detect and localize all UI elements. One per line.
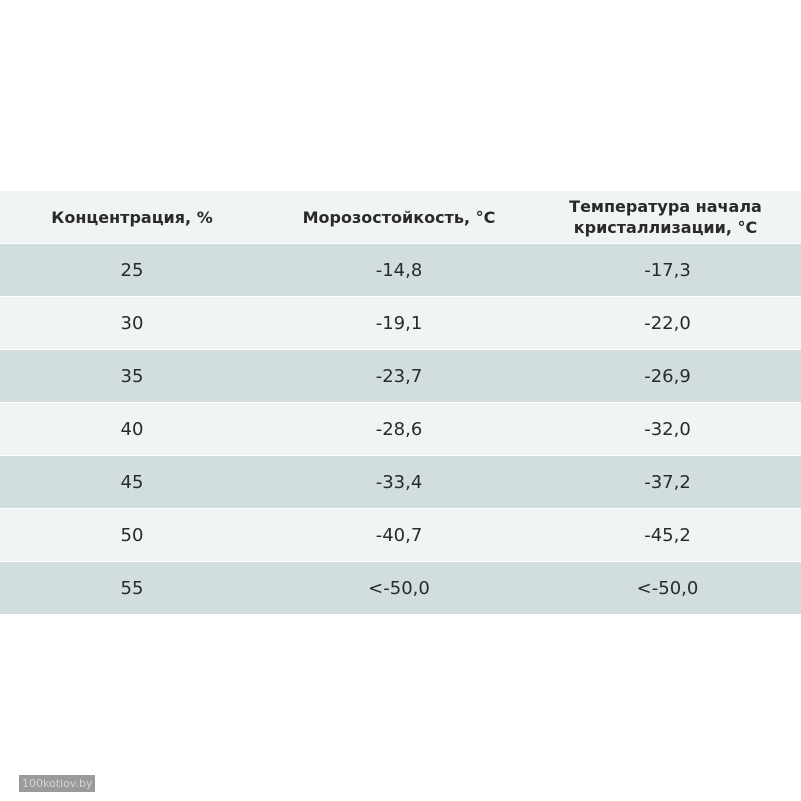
cell-frost-resistance: -28,6 [264,402,534,456]
cell-crystallization-temp: <-50,0 [534,561,801,614]
table-row: 40 -28,6 -32,0 [0,402,801,456]
header-crystallization-temp: Температура начала кристаллизации, °C [534,191,801,244]
cell-concentration: 45 [0,455,264,509]
cell-frost-resistance: -19,1 [264,296,534,350]
cell-concentration: 55 [0,561,264,614]
cell-concentration: 35 [0,349,264,403]
cell-frost-resistance: -23,7 [264,349,534,403]
cell-frost-resistance: -33,4 [264,455,534,509]
table-row: 35 -23,7 -26,9 [0,349,801,403]
table-row: 55 <-50,0 <-50,0 [0,561,801,614]
cell-concentration: 25 [0,243,264,297]
table-row: 50 -40,7 -45,2 [0,508,801,562]
cell-crystallization-temp: -26,9 [534,349,801,403]
cell-crystallization-temp: -17,3 [534,243,801,297]
cell-crystallization-temp: -37,2 [534,455,801,509]
cell-concentration: 40 [0,402,264,456]
watermark: 100kotlov.by [19,775,96,792]
cell-crystallization-temp: -32,0 [534,402,801,456]
header-frost-resistance: Морозостойкость, °C [264,191,534,244]
table-row: 30 -19,1 -22,0 [0,296,801,350]
cell-concentration: 30 [0,296,264,350]
cell-frost-resistance: <-50,0 [264,561,534,614]
table-row: 45 -33,4 -37,2 [0,455,801,509]
cell-frost-resistance: -14,8 [264,243,534,297]
freeze-table: Концентрация, % Морозостойкость, °C Темп… [0,191,801,614]
cell-crystallization-temp: -22,0 [534,296,801,350]
data-table-container: Концентрация, % Морозостойкость, °C Темп… [0,191,801,614]
table-header-row: Концентрация, % Морозостойкость, °C Темп… [0,191,801,244]
cell-frost-resistance: -40,7 [264,508,534,562]
header-concentration: Концентрация, % [0,191,264,244]
table-row: 25 -14,8 -17,3 [0,243,801,297]
cell-crystallization-temp: -45,2 [534,508,801,562]
cell-concentration: 50 [0,508,264,562]
